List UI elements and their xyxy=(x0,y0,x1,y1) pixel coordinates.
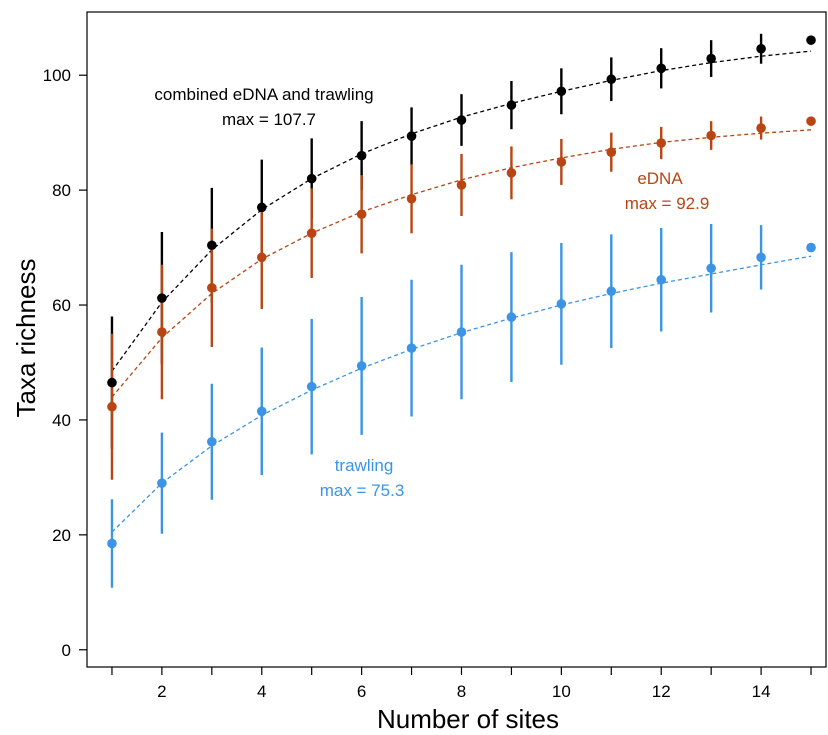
point-edna-13 xyxy=(706,130,716,141)
data-points xyxy=(107,35,816,549)
point-trawling-14 xyxy=(756,252,766,263)
x-tick-label-4: 4 xyxy=(257,682,266,701)
x-tick-label-8: 8 xyxy=(457,682,466,701)
point-trawling-3 xyxy=(207,436,217,447)
point-combined-1 xyxy=(107,377,117,388)
point-combined-11 xyxy=(606,74,617,85)
y-tick-label-20: 20 xyxy=(52,526,71,545)
point-edna-7 xyxy=(406,193,417,204)
point-edna-3 xyxy=(207,282,217,293)
error-bars xyxy=(110,33,763,588)
annotation-edna-max: max = 92.9 xyxy=(625,194,710,213)
point-trawling-2 xyxy=(157,478,167,488)
annotation-trawling-title: trawling xyxy=(335,456,394,475)
point-combined-7 xyxy=(406,131,417,141)
point-edna-15 xyxy=(806,116,816,126)
y-axis: 0 20 40 60 80 100 xyxy=(43,66,87,660)
y-tick-label-60: 60 xyxy=(52,296,71,315)
y-tick-label-0: 0 xyxy=(62,641,71,660)
point-trawling-4 xyxy=(256,406,267,417)
point-combined-15 xyxy=(806,35,816,45)
point-edna-12 xyxy=(656,138,667,148)
point-combined-9 xyxy=(506,100,517,110)
annotation-combined-title: combined eDNA and trawling xyxy=(154,85,373,104)
point-combined-12 xyxy=(656,63,667,74)
point-edna-8 xyxy=(456,180,467,190)
point-trawling-11 xyxy=(606,286,617,297)
point-edna-11 xyxy=(606,147,617,157)
point-trawling-6 xyxy=(356,361,367,371)
point-trawling-9 xyxy=(506,312,517,322)
x-tick-label-14: 14 xyxy=(752,682,771,701)
y-tick-label-100: 100 xyxy=(43,66,71,85)
point-trawling-5 xyxy=(306,381,317,392)
annotations: combined eDNA and trawling max = 107.7 e… xyxy=(154,85,709,500)
point-combined-3 xyxy=(207,240,217,251)
x-tick-label-12: 12 xyxy=(652,682,671,701)
point-edna-6 xyxy=(356,209,367,220)
point-combined-2 xyxy=(157,293,167,303)
y-tick-label-40: 40 xyxy=(52,411,71,430)
x-axis: 2 4 6 8 10 12 14 xyxy=(111,667,812,701)
point-edna-4 xyxy=(256,252,267,263)
plot-border xyxy=(86,11,827,668)
point-trawling-15 xyxy=(806,242,816,253)
plot-frame xyxy=(86,11,827,668)
point-combined-8 xyxy=(456,115,467,125)
point-edna-1 xyxy=(107,401,117,412)
annotation-combined-max: max = 107.7 xyxy=(222,110,316,129)
annotation-trawling-max: max = 75.3 xyxy=(320,481,405,500)
point-edna-5 xyxy=(306,228,317,239)
annotation-edna-title: eDNA xyxy=(637,169,683,188)
point-combined-10 xyxy=(556,86,567,97)
x-tick-label-6: 6 xyxy=(357,682,366,701)
y-tick-label-80: 80 xyxy=(52,181,71,200)
point-trawling-10 xyxy=(556,299,567,309)
point-trawling-7 xyxy=(406,343,417,353)
x-tick-label-10: 10 xyxy=(552,682,571,701)
point-trawling-8 xyxy=(456,327,467,337)
point-edna-2 xyxy=(157,327,167,337)
point-combined-13 xyxy=(706,53,716,64)
x-axis-title: Number of sites xyxy=(377,704,559,734)
y-axis-title: Taxa richness xyxy=(11,259,41,418)
point-trawling-13 xyxy=(706,263,716,274)
point-trawling-12 xyxy=(656,274,667,285)
point-edna-10 xyxy=(556,157,567,167)
point-edna-14 xyxy=(756,123,766,133)
point-combined-6 xyxy=(356,150,367,161)
point-combined-14 xyxy=(756,43,766,54)
point-combined-4 xyxy=(256,202,267,213)
point-trawling-1 xyxy=(107,538,117,549)
point-combined-5 xyxy=(306,173,317,184)
point-edna-9 xyxy=(506,168,517,178)
x-tick-label-2: 2 xyxy=(157,682,166,701)
